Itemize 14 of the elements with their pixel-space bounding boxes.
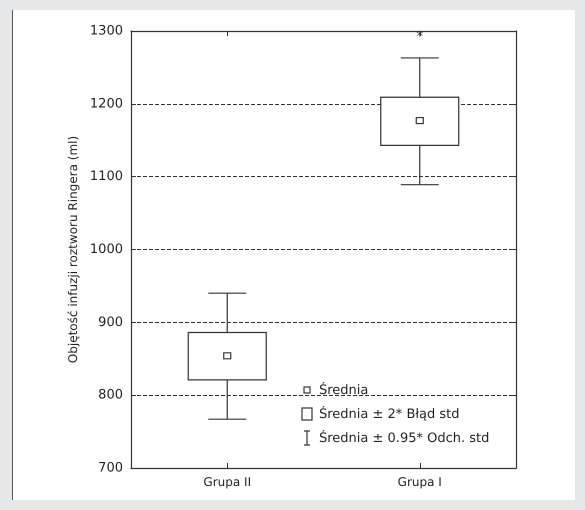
y-tick-label: 700	[98, 460, 123, 476]
y-axis-title: Objętość infuzji roztworu Ringera (ml)	[66, 136, 80, 364]
y-tick-label: 1200	[90, 96, 123, 112]
y-tick-label: 1100	[90, 169, 123, 184]
y-tick-label: 1000	[90, 242, 123, 257]
x-tick-label: Grupa I	[398, 475, 442, 489]
y-tick-label: 800	[98, 388, 123, 403]
annotation: Średnia ± 0.95* Odch. std	[319, 430, 490, 446]
y-tick-label: 1300	[90, 24, 123, 38]
annotation: Średnia ± 2* Błąd std	[319, 406, 460, 422]
annotation: Średnia	[319, 382, 368, 398]
annotation: *	[416, 28, 424, 45]
x-tick-label: Grupa II	[203, 475, 252, 489]
y-tick-label: 900	[98, 314, 123, 330]
